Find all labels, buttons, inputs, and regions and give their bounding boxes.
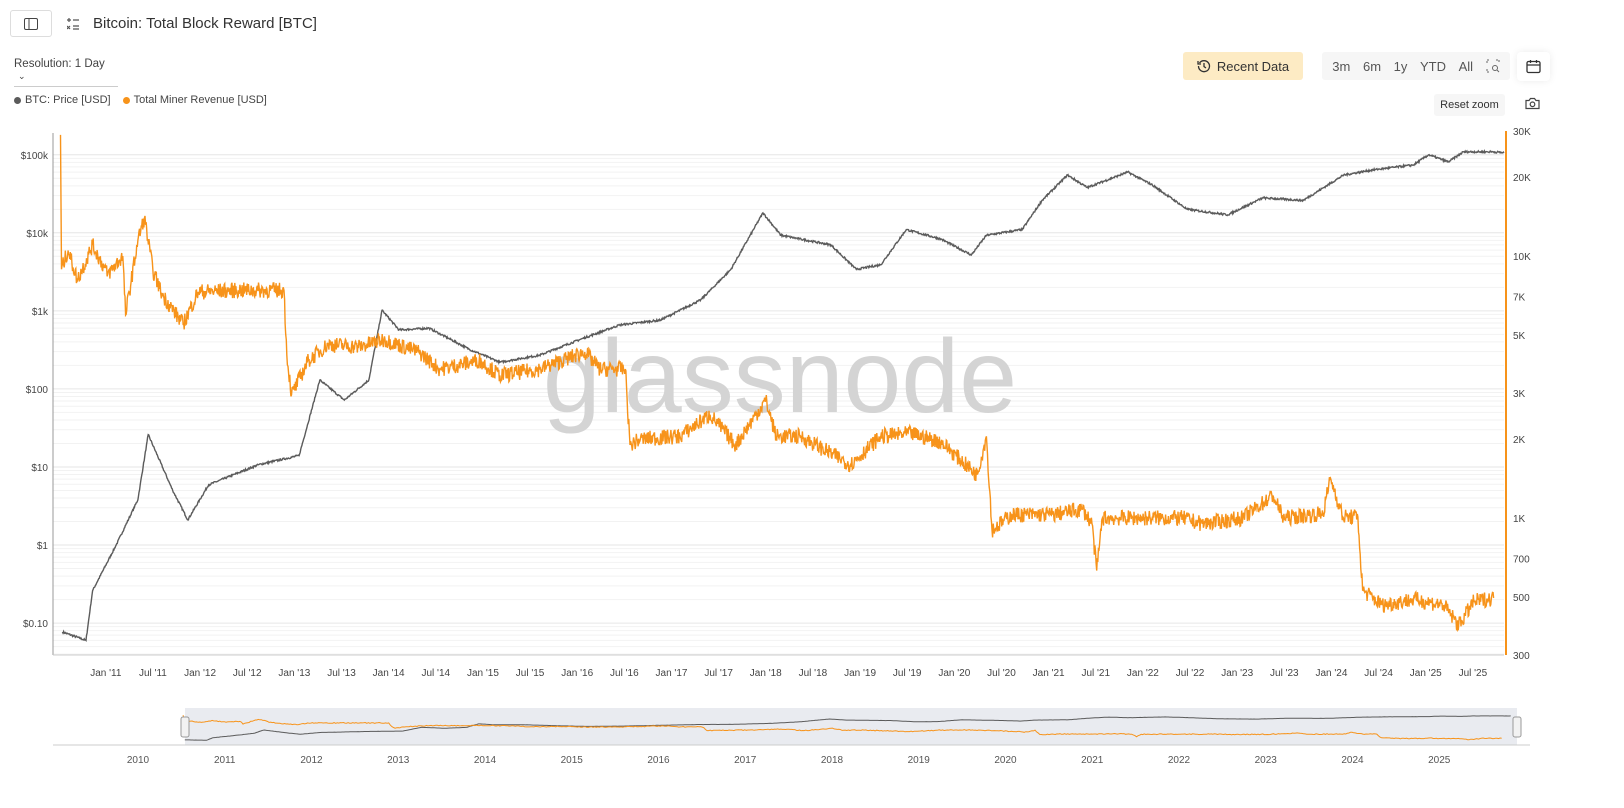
x-tick-label: Jul '20 (987, 668, 1016, 679)
y-left-tick-label: $1 (37, 541, 49, 552)
x-tick-label: Jul '12 (233, 668, 262, 679)
y-right-tick-label: 300 (1513, 651, 1530, 662)
navigator-year-label: 2021 (1081, 755, 1104, 766)
navigator-price-line (184, 715, 1511, 741)
recent-data-button[interactable]: Recent Data (1183, 52, 1303, 80)
y-right-tick-label: 3K (1513, 389, 1526, 400)
navigator-year-label: 2010 (127, 755, 150, 766)
x-tick-label: Jan '21 (1033, 668, 1065, 679)
x-tick-label: Jan '17 (656, 668, 688, 679)
history-icon (1197, 60, 1210, 73)
x-tick-label: Jan '16 (561, 668, 593, 679)
x-tick-label: Jul '15 (516, 668, 545, 679)
navigator-right-handle[interactable] (1512, 716, 1522, 738)
x-tick-label: Jan '25 (1410, 668, 1442, 679)
recent-data-label: Recent Data (1216, 58, 1290, 74)
x-tick-label: Jan '13 (278, 668, 310, 679)
x-tick-label: Jan '24 (1315, 668, 1347, 679)
x-tick-label: Jul '17 (704, 668, 733, 679)
y-left-tick-label: $1k (32, 307, 49, 318)
y-right-tick-label: 20K (1513, 173, 1531, 184)
x-tick-label: Jan '19 (844, 668, 876, 679)
x-tick-label: Jul '16 (610, 668, 639, 679)
x-tick-label: Jan '20 (938, 668, 970, 679)
metric-list-icon[interactable] (67, 18, 79, 30)
y-left-tick-label: $10k (26, 229, 49, 240)
legend-item-revenue[interactable]: Total Miner Revenue [USD] (122, 94, 267, 106)
navigator-year-label: 2011 (214, 755, 236, 766)
navigator-year-label: 2022 (1168, 755, 1191, 766)
range-all[interactable]: All (1458, 58, 1474, 74)
navigator-year-label: 2023 (1255, 755, 1278, 766)
range-selector: 3m 6m 1y YTD All (1322, 52, 1510, 80)
y-left-tick-label: $100k (21, 151, 49, 162)
navigator-year-label: 2017 (734, 755, 757, 766)
x-tick-label: Jan '18 (750, 668, 782, 679)
navigator-year-label: 2024 (1341, 755, 1364, 766)
y-right-tick-label: 700 (1513, 555, 1530, 566)
x-tick-label: Jul '19 (893, 668, 922, 679)
reset-zoom-button[interactable]: Reset zoom (1434, 94, 1505, 116)
x-tick-label: Jul '14 (421, 668, 450, 679)
date-picker-button[interactable] (1517, 52, 1550, 81)
page-title: Bitcoin: Total Block Reward [BTC] (93, 15, 317, 32)
legend-item-price[interactable]: BTC: Price [USD] (14, 94, 111, 106)
navigator-year-label: 2015 (561, 755, 584, 766)
x-tick-label: Jan '12 (184, 668, 216, 679)
x-tick-label: Jul '11 (139, 668, 167, 679)
zoom-select-icon[interactable] (1486, 59, 1500, 73)
navigator-year-label: 2018 (821, 755, 844, 766)
y-right-tick-label: 10K (1513, 252, 1531, 263)
navigator-year-label: 2020 (994, 755, 1017, 766)
x-tick-label: Jul '24 (1364, 668, 1393, 679)
resolution-select[interactable]: Resolution: 1 Day ⌄ (14, 58, 118, 87)
navigator-revenue-line (182, 715, 1502, 741)
navigator-year-label: 2016 (647, 755, 670, 766)
x-tick-label: Jan '23 (1221, 668, 1253, 679)
navigator-left-handle[interactable] (180, 716, 190, 738)
range-6m[interactable]: 6m (1362, 58, 1382, 74)
chevron-down-icon: ⌄ (18, 71, 26, 81)
y-left-tick-label: $0.10 (23, 619, 48, 630)
x-tick-label: Jul '23 (1270, 668, 1299, 679)
y-right-tick-label: 2K (1513, 435, 1526, 446)
x-tick-label: Jul '22 (1176, 668, 1205, 679)
calendar-icon (1526, 60, 1541, 74)
x-tick-label: Jan '15 (467, 668, 499, 679)
range-ytd[interactable]: YTD (1419, 58, 1446, 74)
x-tick-label: Jul '18 (799, 668, 828, 679)
navigator-year-label: 2019 (908, 755, 931, 766)
price-series-line (61, 149, 1505, 643)
x-tick-label: Jul '13 (327, 668, 356, 679)
resolution-label: Resolution: 1 Day (14, 58, 105, 70)
watermark: glassnode (543, 319, 1017, 435)
x-tick-label: Jul '25 (1459, 668, 1488, 679)
x-tick-label: Jan '22 (1127, 668, 1159, 679)
y-left-tick-label: $100 (26, 385, 49, 396)
sidebar-icon (24, 17, 38, 30)
y-right-tick-label: 5K (1513, 331, 1526, 342)
range-3m[interactable]: 3m (1332, 58, 1351, 74)
y-right-tick-label: 500 (1513, 593, 1530, 604)
navigator-selection[interactable] (185, 708, 1517, 745)
y-left-tick-label: $10 (31, 463, 48, 474)
navigator: 2010 2011 2012 2013 2014 2015 2016 2017 2018 2019… (53, 708, 1530, 766)
y-right-tick-label: 1K (1513, 514, 1526, 525)
chart-legend: BTC: Price [USD] Total Miner Revenue [US… (14, 94, 267, 106)
revenue-series-line (59, 134, 1495, 632)
navigator-year-label: 2025 (1428, 755, 1451, 766)
x-tick-label: Jan '14 (373, 668, 405, 679)
x-tick-label: Jan '11 (90, 668, 122, 679)
y-right-tick-label: 30K (1513, 127, 1531, 138)
camera-icon[interactable] (1525, 97, 1540, 110)
x-tick-label: Jul '21 (1081, 668, 1110, 679)
navigator-year-label: 2013 (387, 755, 410, 766)
range-1y[interactable]: 1y (1393, 58, 1408, 74)
y-right-tick-label: 7K (1513, 293, 1526, 304)
sidebar-toggle-button[interactable] (10, 10, 52, 37)
navigator-year-label: 2012 (300, 755, 323, 766)
navigator-year-label: 2014 (474, 755, 497, 766)
